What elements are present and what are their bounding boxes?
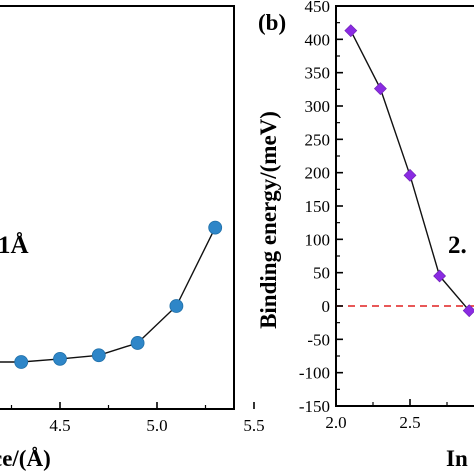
panel-b-ticks: 450400350300250200150100500-50-100-1502.… (299, 0, 448, 432)
panel-a-data-point (169, 299, 184, 313)
panel-a-x-tick-label: 4.5 (49, 416, 70, 435)
panel-a-data-point (14, 355, 29, 369)
panel-b-y-tick-label: 200 (305, 164, 331, 183)
panel-b-y-tick-label: 450 (305, 0, 331, 16)
panel-b-y-tick-label: 50 (313, 264, 330, 283)
panel-b-frame (335, 5, 474, 407)
panel-a-markers (14, 220, 223, 369)
panel-b-y-tick-label: 400 (305, 30, 331, 49)
panel-b-x-axis-label: In (446, 446, 468, 471)
panel-b-data-point (403, 168, 417, 182)
panel-b-y-tick-label: 300 (305, 97, 331, 116)
panel-b-markers (344, 24, 474, 318)
panel-a: 4.5 5.0 5.5 1Å ce/(Å) (0, 5, 265, 471)
panel-a-data-point (53, 351, 67, 366)
panel-a-data-point (208, 220, 223, 235)
panel-b: 450400350300250200150100500-50-100-1502.… (256, 0, 474, 471)
panel-a-x-tick-label: 5.5 (243, 416, 264, 435)
panel-b-annotation: 2. (448, 232, 467, 259)
panel-a-data-point (130, 336, 145, 350)
panel-b-y-tick-label: 100 (305, 230, 331, 249)
panel-b-y-tick-label: -50 (307, 330, 330, 349)
panel-b-y-tick-label: 150 (305, 197, 331, 216)
panel-a-series-line (0, 227, 216, 363)
panel-b-y-tick-label: -150 (299, 397, 330, 416)
panel-a-x-axis-label: ce/(Å) (0, 446, 51, 471)
panel-b-y-tick-label: -100 (299, 364, 330, 383)
panel-b-data-point (344, 24, 358, 38)
panel-a-annotation: 1Å (0, 231, 29, 259)
panel-a-frame (0, 5, 235, 410)
panel-b-data-point (373, 82, 387, 96)
panel-b-y-tick-label: 250 (305, 130, 331, 149)
panel-a-data-point (91, 348, 106, 363)
panel-b-data-point (433, 269, 447, 283)
panel-a-x-ticks: 4.5 5.0 5.5 (10, 402, 265, 435)
panel-b-x-tick-label: 2.0 (325, 413, 346, 432)
panel-b-data-point (462, 304, 474, 318)
panel-b-y-tick-label: 0 (322, 297, 331, 316)
panel-a-x-tick-label: 5.0 (146, 416, 167, 435)
panel-b-y-axis-label: Binding energy/(meV) (256, 111, 281, 329)
panel-b-x-tick-label: 2.5 (399, 413, 420, 432)
panel-b-y-tick-label: 350 (305, 64, 331, 83)
panel-b-label: (b) (258, 10, 286, 35)
